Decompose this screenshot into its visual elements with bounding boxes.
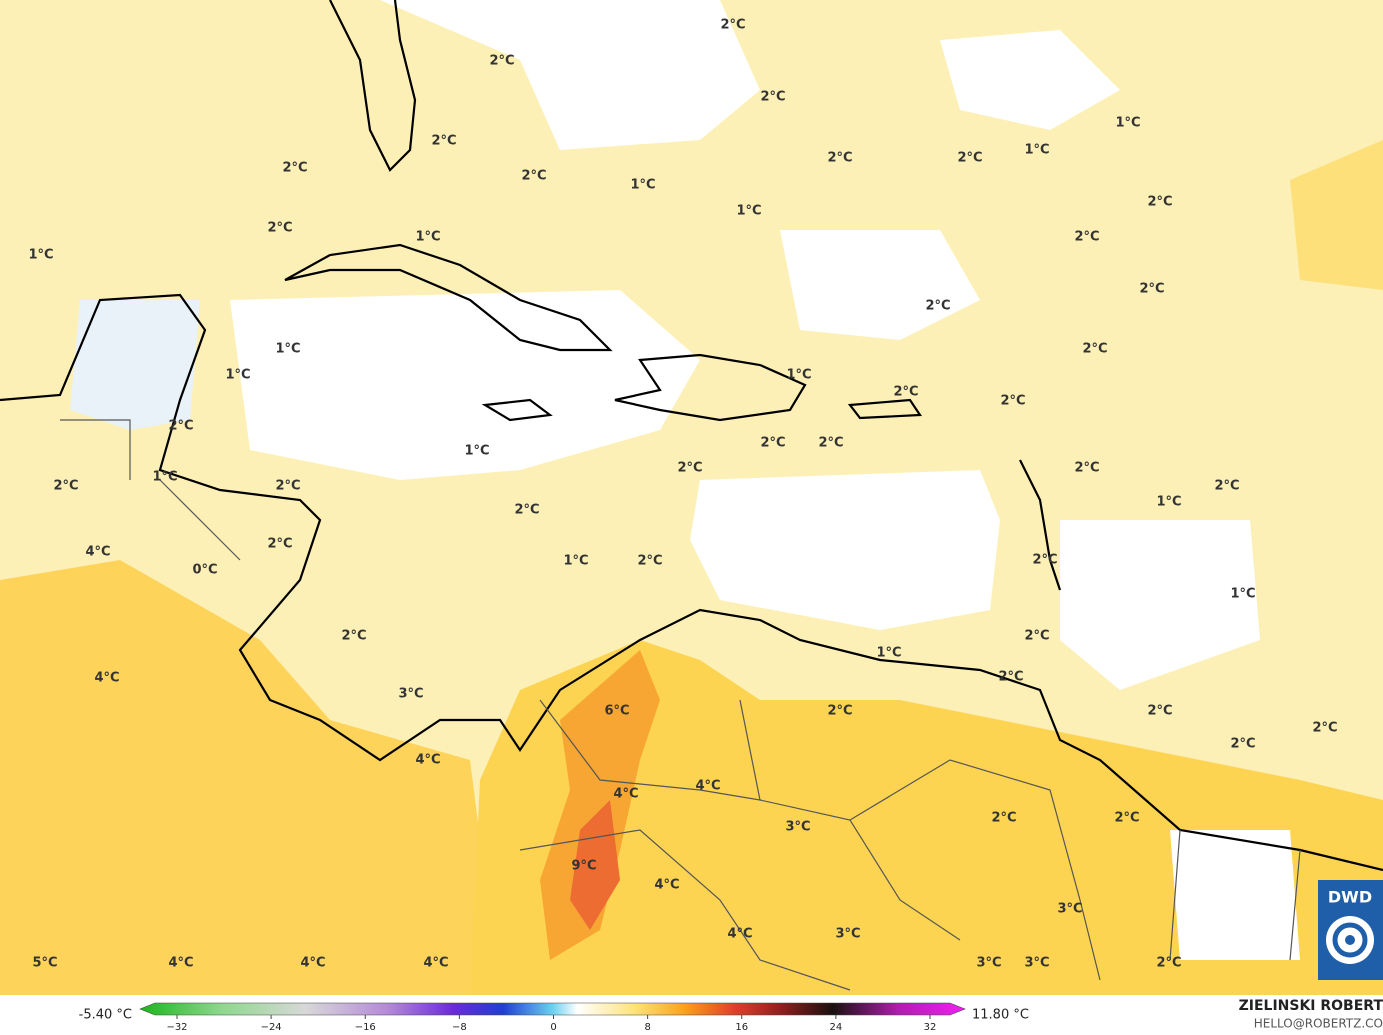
temperature-label: 2°C: [957, 151, 982, 166]
temperature-label: 2°C: [1139, 282, 1164, 297]
colorbar-tick-label: 32: [924, 1022, 937, 1033]
temperature-label: 2°C: [282, 161, 307, 176]
colorbar-tick-label: −8: [452, 1022, 467, 1033]
colorbar-tick-label: −16: [355, 1022, 376, 1033]
map-labels: 2°C 2°C 2°C 2°C 2°C 2°C 2°C 2°C 2°C 1°C 1°C 1°C 1°C 2…: [28, 18, 1337, 971]
temperature-label: 2°C: [1082, 342, 1107, 357]
colorbar-tick-label: 0: [550, 1022, 556, 1033]
temperature-label: 2°C: [637, 554, 662, 569]
map-background: [0, 0, 1383, 995]
temperature-label: 2°C: [720, 18, 745, 33]
temperature-label: 2°C: [1074, 230, 1099, 245]
temperature-label: 1°C: [1115, 116, 1140, 131]
temperature-label: 5°C: [32, 956, 57, 971]
dwd-logo: DWD: [1318, 880, 1383, 980]
temperature-label: 9°C: [571, 859, 596, 874]
temperature-label: 2°C: [893, 385, 918, 400]
temperature-label: 2°C: [168, 419, 193, 434]
temperature-label: 4°C: [168, 956, 193, 971]
temperature-label: 2°C: [521, 169, 546, 184]
temperature-label: 2°C: [827, 704, 852, 719]
temperature-label: 2°C: [489, 54, 514, 69]
temperature-label: 2°C: [431, 134, 456, 149]
temperature-label: 1°C: [736, 204, 761, 219]
temperature-label: 3°C: [1057, 902, 1082, 917]
temperature-label: 2°C: [53, 479, 78, 494]
colorbar-tick-label: −32: [166, 1022, 187, 1033]
temperature-label: 4°C: [415, 753, 440, 768]
temperature-label: 2°C: [998, 670, 1023, 685]
temperature-label: 4°C: [727, 927, 752, 942]
temperature-label: 4°C: [94, 671, 119, 686]
temperature-label: 4°C: [423, 956, 448, 971]
colorbar-tick-label: 24: [830, 1022, 843, 1033]
temperature-label: 1°C: [1024, 143, 1049, 158]
logo-text: DWD: [1328, 888, 1372, 907]
temperature-label: 4°C: [300, 956, 325, 971]
temperature-label: 2°C: [1214, 479, 1239, 494]
temperature-label: 1°C: [225, 368, 250, 383]
temperature-label: 6°C: [604, 704, 629, 719]
temperature-label: 2°C: [514, 503, 539, 518]
temperature-label: 3°C: [1024, 956, 1049, 971]
temperature-label: 2°C: [1312, 721, 1337, 736]
temperature-label: 2°C: [1230, 737, 1255, 752]
coastlines: [0, 0, 1383, 872]
temperature-label: 1°C: [1156, 495, 1181, 510]
temperature-label: 2°C: [341, 629, 366, 644]
temperature-label: 3°C: [976, 956, 1001, 971]
colorbar-tick-label: 8: [644, 1022, 650, 1033]
temperature-label: 3°C: [398, 687, 423, 702]
temperature-label: 2°C: [760, 436, 785, 451]
temperature-label: 3°C: [835, 927, 860, 942]
temperature-label: 1°C: [1230, 587, 1255, 602]
temperature-label: 1°C: [464, 444, 489, 459]
credit-contact: HELLO@ROBERTZ.CO: [1254, 1017, 1383, 1031]
temperature-label: 2°C: [275, 479, 300, 494]
temperature-label: 2°C: [267, 221, 292, 236]
borders: [60, 419, 1301, 991]
credit-author: ZIELINSKI ROBERT: [1239, 998, 1383, 1014]
temperature-label: 2°C: [760, 90, 785, 105]
colorbar-ticks: −32 −24 −16 −8 0 8 16 24 32: [166, 1015, 936, 1033]
temperature-label: 1°C: [876, 646, 901, 661]
temperature-label: 4°C: [695, 779, 720, 794]
temperature-label: 2°C: [1032, 553, 1057, 568]
temperature-label: 2°C: [818, 436, 843, 451]
temperature-label: 1°C: [786, 368, 811, 383]
temperature-label: 2°C: [1024, 629, 1049, 644]
temperature-label: 2°C: [1147, 195, 1172, 210]
temperature-label: 1°C: [415, 230, 440, 245]
temperature-label: 2°C: [1147, 704, 1172, 719]
temperature-label: 2°C: [827, 151, 852, 166]
colorbar-tick-label: 16: [735, 1022, 748, 1033]
temperature-label: 2°C: [267, 537, 292, 552]
temperature-label: 4°C: [654, 878, 679, 893]
temperature-label: 1°C: [28, 248, 53, 263]
temperature-label: 2°C: [1074, 461, 1099, 476]
temperature-label: 4°C: [613, 787, 638, 802]
temperature-label: 2°C: [1156, 956, 1181, 971]
temperature-label: 3°C: [785, 820, 810, 835]
temperature-label: 1°C: [630, 178, 655, 193]
temperature-label: 1°C: [563, 554, 588, 569]
temperature-label: 1°C: [275, 342, 300, 357]
colorbar-tick-label: −24: [261, 1022, 282, 1033]
temperature-label: 2°C: [1000, 394, 1025, 409]
temperature-label: 2°C: [991, 811, 1016, 826]
colorbar-min: -5.40 °C: [79, 1008, 132, 1023]
temperature-label: 0°C: [192, 563, 217, 578]
temperature-label: 1°C: [152, 470, 177, 485]
temperature-label: 4°C: [85, 545, 110, 560]
colorbar: [139, 1002, 966, 1016]
colorbar-max: 11.80 °C: [972, 1008, 1029, 1023]
temperature-label: 2°C: [925, 299, 950, 314]
temperature-label: 2°C: [1114, 811, 1139, 826]
temperature-label: 2°C: [677, 461, 702, 476]
